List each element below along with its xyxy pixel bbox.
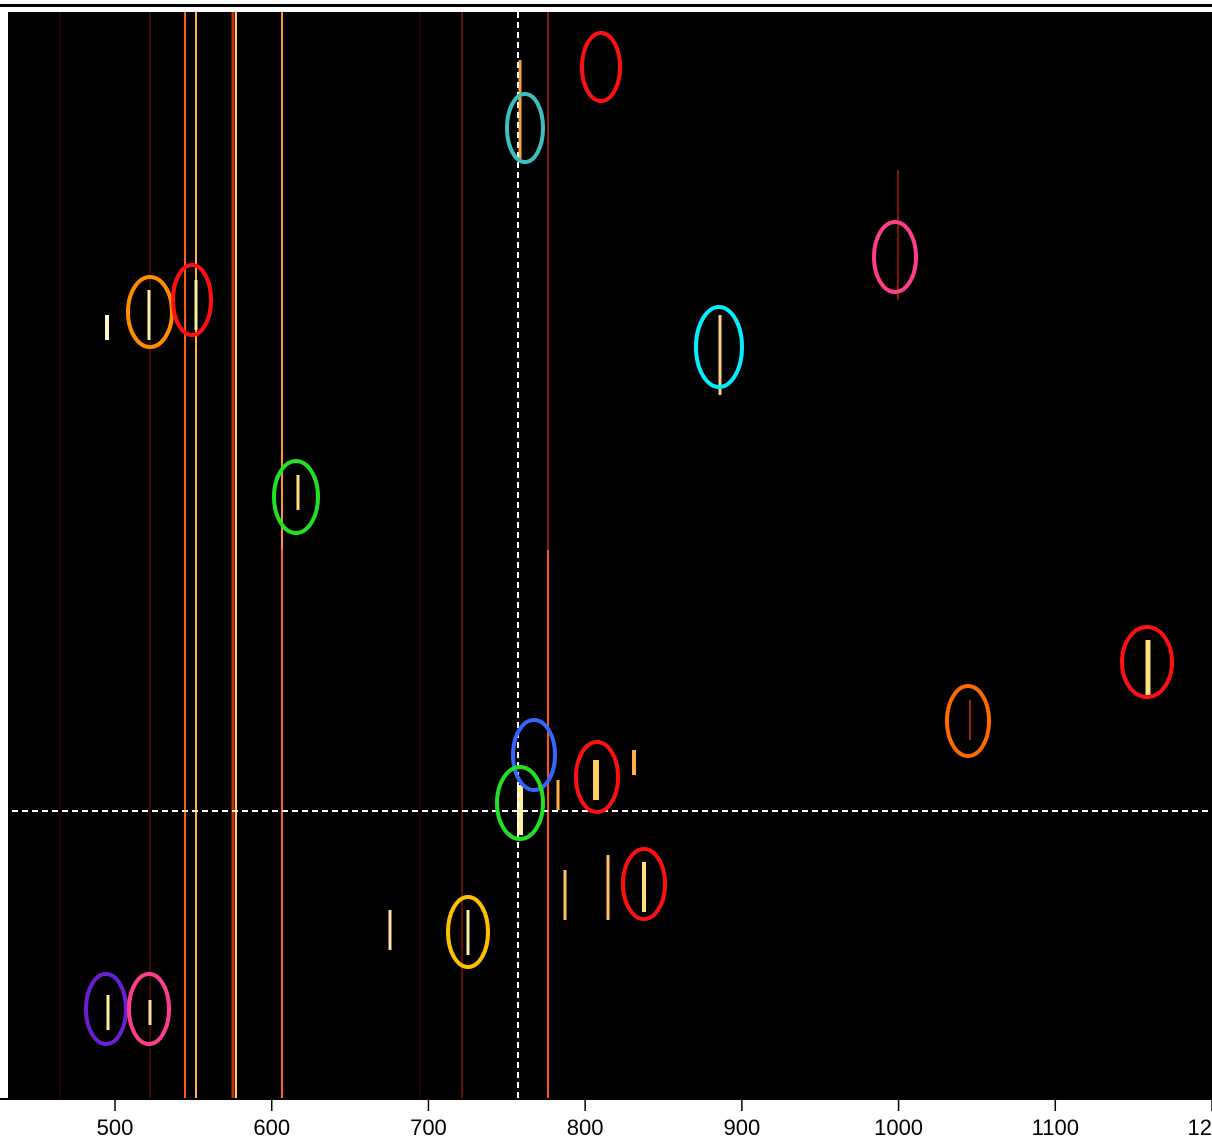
x-tick-label: 1000 bbox=[874, 1115, 923, 1140]
highlight bbox=[621, 847, 667, 921]
highlight bbox=[574, 740, 620, 814]
highlight bbox=[127, 972, 171, 1046]
highlight bbox=[272, 459, 320, 535]
highlight bbox=[1120, 625, 1174, 699]
highlight bbox=[945, 684, 991, 758]
x-tick-label: 700 bbox=[410, 1115, 447, 1140]
x-tick-label: 1200 bbox=[1188, 1115, 1212, 1140]
highlight bbox=[84, 972, 128, 1046]
x-tick-label: 900 bbox=[724, 1115, 761, 1140]
top-border bbox=[0, 4, 1212, 7]
highlight bbox=[171, 263, 213, 337]
highlight bbox=[694, 305, 744, 389]
x-tick-label: 600 bbox=[253, 1115, 290, 1140]
highlight-ellipses bbox=[84, 31, 1174, 1046]
highlight bbox=[126, 275, 174, 349]
highlight bbox=[580, 31, 622, 103]
spectral-streaks bbox=[59, 12, 1151, 1098]
x-tick-label: 1100 bbox=[1032, 1115, 1079, 1140]
highlight bbox=[446, 895, 490, 969]
x-tick-label: 500 bbox=[97, 1115, 134, 1140]
highlight bbox=[495, 765, 545, 841]
highlight bbox=[872, 220, 918, 294]
x-tick-label: 800 bbox=[567, 1115, 604, 1140]
highlight bbox=[505, 92, 545, 164]
highlight bbox=[511, 718, 557, 792]
heatmap-area bbox=[8, 12, 1212, 1098]
